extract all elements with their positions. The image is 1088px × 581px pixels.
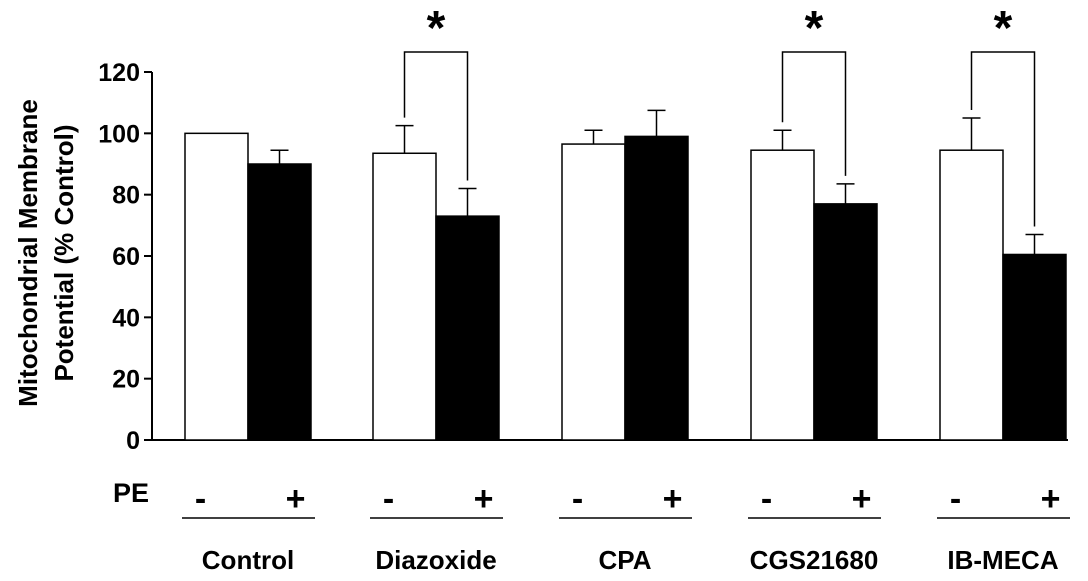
pe-symbol-cgs21680-minus: - [761,480,772,518]
category-label-ib-meca: IB-MECA [947,545,1058,575]
y-axis-ticks: 0 20 40 60 80 100 120 [98,59,152,455]
category-label-diazoxide: Diazoxide [375,545,496,575]
pe-symbol-cgs21680-plus: + [852,480,872,518]
pe-symbol-diazoxide-plus: + [474,480,494,518]
y-tick-label: 80 [112,182,140,210]
bracket-cgs21680 [781,51,847,176]
bar-cgs21680-pe-plus [813,203,878,441]
bar-control-pe-minus [184,132,249,441]
pe-symbol-control-plus: + [286,480,306,518]
category-labels: Control Diazoxide CPA CGS21680 IB-MECA [202,545,1059,575]
y-tick-label: 120 [98,59,140,87]
bar-ib-meca-pe-plus [1002,253,1067,441]
category-label-cpa: CPA [599,545,652,575]
y-tick-label: 60 [112,243,140,271]
significance-star-cgs21680: * [805,2,824,55]
bar-ib-meca-pe-minus [939,149,1004,441]
y-tick-label: 40 [112,304,140,332]
pe-symbol-ib-meca-minus: - [950,480,961,518]
y-tick-label: 100 [98,120,140,148]
y-axis-title: Mitochondrial Membrane Potential (% Cont… [13,99,79,407]
y-tick-label: 0 [126,427,140,455]
pe-symbol-control-minus: - [195,480,206,518]
pe-row-label: PE [113,478,149,508]
bar-control-pe-plus [247,163,312,441]
significance-star-ib-meca: * [994,2,1013,55]
y-tick-label: 20 [112,366,140,394]
bar-cgs21680-pe-minus [750,149,815,441]
pe-symbol-ib-meca-plus: + [1041,480,1061,518]
bar-cpa-pe-minus [561,143,626,441]
bars [184,109,1067,441]
bar-diazoxide-pe-minus [372,152,437,441]
pe-row: PE - + - + - + - + - + [113,478,1070,519]
significance-star-diazoxide: * [427,2,446,55]
y-axis-title-line-1: Mitochondrial Membrane [13,99,43,407]
category-label-cgs21680: CGS21680 [750,545,879,575]
pe-symbol-cpa-minus: - [572,480,583,518]
bar-cpa-pe-plus [624,135,689,441]
significance-brackets: * * * [403,2,1036,227]
pe-symbol-cpa-plus: + [663,480,683,518]
category-label-control: Control [202,545,294,575]
y-axis-title-line-2: Potential (% Control) [49,124,79,381]
bracket-ib-meca [970,51,1036,227]
pe-symbol-diazoxide-minus: - [383,480,394,518]
bar-diazoxide-pe-plus [435,215,500,441]
bracket-diazoxide [403,51,469,181]
